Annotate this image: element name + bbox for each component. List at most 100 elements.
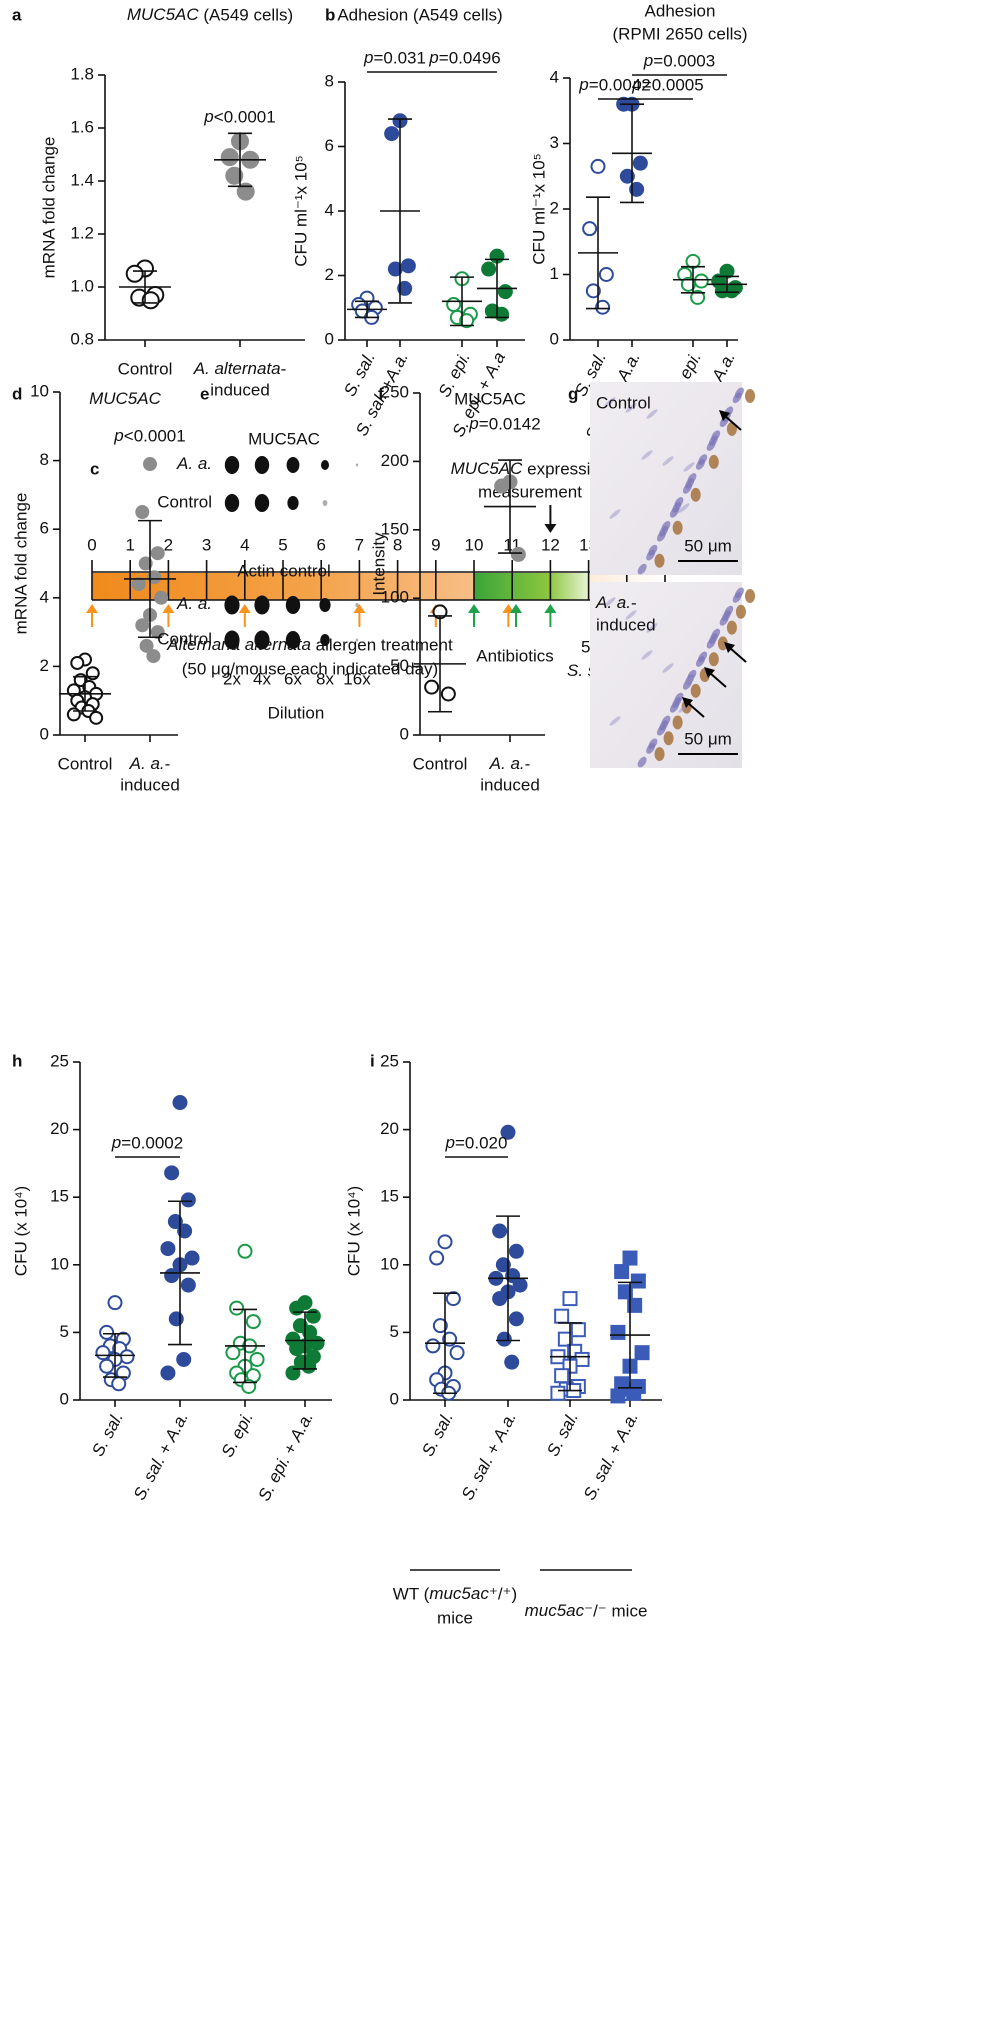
data-point (289, 1341, 305, 1357)
x-tick-label: S. epi. + A.a. (255, 1409, 318, 1504)
error-bar (228, 132, 252, 188)
data-point (285, 1365, 301, 1381)
stroma-cell (646, 409, 658, 419)
panel-letter: a (12, 5, 22, 24)
pointer-head (719, 410, 730, 421)
nucleus (661, 715, 671, 727)
y-axis-label: CFU ml⁻¹x 10⁵ (529, 153, 548, 264)
dilution-label: 4x (253, 669, 271, 688)
data-point (160, 1241, 176, 1257)
scale-label: 50 μm (684, 536, 732, 555)
nucleus (734, 587, 744, 599)
y-tick-label: 6 (40, 519, 49, 538)
x-tick-label: 9 (431, 535, 440, 554)
x-tick-label: Control (413, 754, 468, 773)
data-point (167, 1214, 183, 1230)
error-bar (450, 276, 474, 327)
data-point (627, 1297, 643, 1313)
antibiotic-bar (474, 573, 589, 600)
y-tick-label: 25 (380, 1051, 399, 1070)
x-tick-label: 10 (465, 535, 484, 554)
chart-title: MUC5AC (454, 389, 526, 408)
p-value: p=0.020 (445, 1133, 508, 1152)
data-point (425, 1338, 441, 1354)
error-bar (433, 1292, 457, 1395)
pointer-head (704, 667, 715, 678)
event-arrow-head (468, 604, 480, 613)
data-point (504, 1354, 520, 1370)
nucleus (698, 651, 708, 663)
nucleus (698, 454, 708, 465)
y-tick-label: 0 (550, 329, 559, 348)
y-tick-label: 15 (380, 1187, 399, 1206)
scale-label: 50 μm (684, 729, 732, 748)
panel-letter: b (325, 5, 335, 24)
y-tick-label: 5 (60, 1322, 69, 1341)
goblet-cell (726, 620, 737, 635)
data-point (508, 1243, 524, 1259)
data-point (610, 1324, 626, 1340)
dilution-label: 16x (343, 669, 371, 688)
y-tick-label: 0.8 (70, 329, 94, 348)
x-tick-label: 7 (355, 535, 364, 554)
data-point (446, 297, 462, 313)
y-tick-label: 250 (381, 382, 409, 401)
data-point (225, 166, 244, 185)
data-point (562, 1291, 578, 1307)
data-point (550, 1385, 566, 1401)
group-label: WT (muc5ac⁺/⁺) (393, 1584, 517, 1603)
y-tick-label: 4 (325, 200, 334, 219)
x-tick-label: 8 (393, 535, 402, 554)
data-point (176, 1351, 192, 1367)
x-tick-label: 6 (316, 535, 325, 554)
data-point (497, 284, 513, 300)
y-tick-label: 1.4 (70, 170, 94, 189)
event-arrow (468, 604, 480, 627)
data-point (168, 1311, 184, 1327)
error-bar (133, 270, 157, 304)
nucleus (637, 563, 647, 575)
goblet-cell (654, 747, 665, 762)
data-point (510, 546, 526, 562)
data-point (598, 267, 614, 282)
error-bar (715, 275, 739, 293)
marker-detail: measurement (478, 482, 582, 501)
y-tick-label: 0 (40, 724, 49, 743)
data-point (241, 1378, 257, 1394)
panel-letter: h (12, 1051, 22, 1070)
tissue-bg (590, 382, 742, 575)
blot-title: Actin control (237, 561, 331, 580)
data-point (146, 649, 161, 664)
chart-title: MUC5AC (A549 cells) (127, 5, 293, 24)
data-point (225, 1345, 241, 1361)
data-point (139, 638, 154, 653)
data-point (500, 1124, 516, 1140)
p-value: p=0.0002 (111, 1133, 183, 1152)
y-tick-label: 4 (40, 587, 49, 606)
event-arrow (86, 604, 98, 627)
y-tick-label: 2 (325, 265, 334, 284)
x-tick-label: 12 (541, 535, 560, 554)
data-point (440, 686, 456, 702)
y-tick-label: 20 (380, 1119, 399, 1138)
error-bar (138, 519, 162, 639)
x-tick-label: 4 (240, 535, 249, 554)
event-arrow (502, 604, 515, 627)
error-bar (73, 675, 97, 712)
data-point (99, 1358, 115, 1374)
x-tick-label: induced (480, 775, 540, 794)
time-marker (544, 505, 557, 533)
dot-group (425, 1234, 465, 1401)
micrograph-label: Control (596, 393, 651, 412)
blot-dot (254, 595, 270, 615)
dot-group (220, 132, 260, 201)
data-point (629, 181, 645, 197)
nucleus (724, 605, 734, 617)
y-tick-label: 0 (60, 1389, 69, 1408)
blot-dot (254, 494, 270, 512)
pointer-head (682, 697, 693, 708)
y-axis-label: Intensity (369, 532, 388, 596)
y-tick-label: 4 (550, 67, 559, 86)
error-bar (388, 118, 412, 304)
